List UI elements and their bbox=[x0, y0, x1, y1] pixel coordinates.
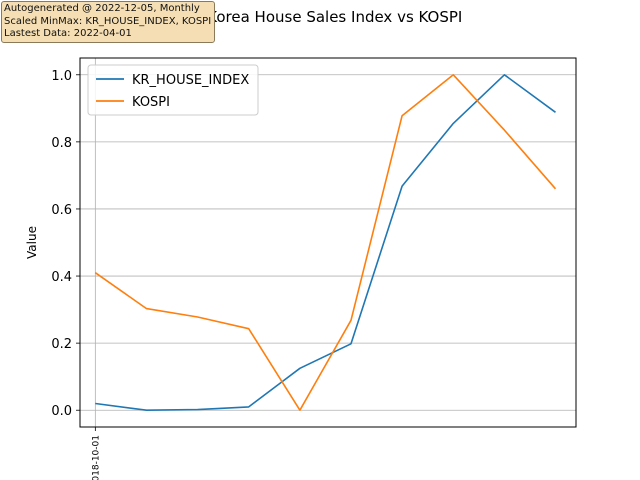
legend: KR_HOUSE_INDEX KOSPI bbox=[87, 64, 259, 116]
plot-frame bbox=[79, 57, 577, 428]
note-line-scaling: Scaled MinMax: KR_HOUSE_INDEX, KOSPI bbox=[4, 15, 212, 27]
autogenerated-note: Autogenerated @ 2022-12-05, Monthly Scal… bbox=[1, 1, 216, 43]
y-axis-label: Value bbox=[25, 226, 39, 259]
legend-label: KOSPI bbox=[132, 95, 170, 110]
legend-box bbox=[87, 64, 259, 116]
axis-layer: 0.0 0.2 0.4 0.6 0.8 1.0 2018-10-01 bbox=[51, 69, 101, 480]
y-tick-label: 0.0 bbox=[51, 404, 72, 419]
series-line-kr-house-index bbox=[95, 74, 556, 412]
y-tick-label: 0.6 bbox=[51, 203, 72, 218]
series-layer bbox=[94, 74, 557, 412]
series-line-kospi bbox=[94, 74, 557, 412]
y-tick-label: 1.0 bbox=[51, 69, 72, 84]
y-tick-label: 0.2 bbox=[51, 337, 72, 352]
y-tick-label: 0.8 bbox=[51, 136, 72, 151]
chart-title: KR: Korea House Sales Index vs KOSPI bbox=[178, 8, 463, 26]
y-tick-label: 0.4 bbox=[51, 270, 72, 285]
x-tick-label: 2018-10-01 bbox=[91, 435, 101, 480]
legend-label: KR_HOUSE_INDEX bbox=[132, 73, 249, 88]
note-line-generated: Autogenerated @ 2022-12-05, Monthly bbox=[4, 3, 200, 14]
note-line-latest: Lastest Data: 2022-04-01 bbox=[4, 28, 132, 39]
